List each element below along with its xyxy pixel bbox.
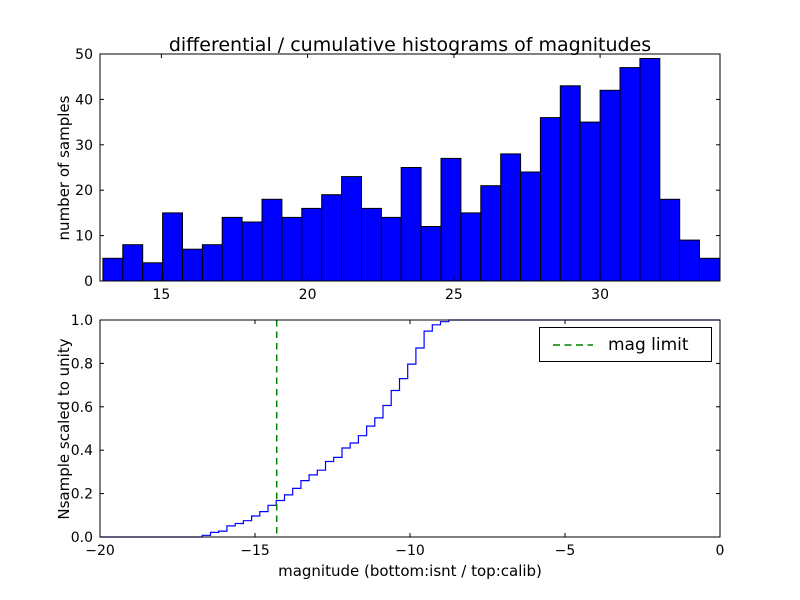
histogram-bar <box>380 216 402 282</box>
histogram-bar <box>241 221 263 282</box>
bottom-ylabel: Nsample scaled to unity <box>55 338 73 520</box>
x-tick-label: 25 <box>445 287 463 303</box>
y-tick-label: 40 <box>75 92 93 108</box>
histogram-bar <box>361 207 382 282</box>
x-tick-label: 15 <box>152 287 170 303</box>
histogram-bar <box>559 85 581 282</box>
y-tick-label: 50 <box>75 47 93 63</box>
histogram-bar <box>201 244 223 282</box>
histogram-bar <box>261 198 283 282</box>
y-tick-label: 0 <box>84 274 93 290</box>
histogram-bar <box>182 248 203 282</box>
y-tick-label: 0.0 <box>71 530 93 546</box>
y-tick-label: 20 <box>75 183 93 199</box>
histogram-bar <box>341 176 363 282</box>
histogram-bar <box>539 117 561 282</box>
histogram-bar <box>500 153 522 282</box>
x-tick-label: 30 <box>591 287 609 303</box>
x-tick-label: −5 <box>555 543 576 559</box>
histogram-bar <box>699 257 720 282</box>
y-tick-label: 10 <box>75 229 93 245</box>
x-tick-label: −10 <box>395 543 425 559</box>
x-tick-label: 20 <box>299 287 317 303</box>
histogram-bar <box>659 198 681 282</box>
y-tick-label: 0.8 <box>71 356 93 372</box>
bottom-xlabel: magnitude (bottom:isnt / top:calib) <box>278 562 542 580</box>
histogram-bar <box>301 207 323 282</box>
histogram-bar <box>420 226 442 282</box>
y-tick-label: 0.4 <box>71 443 93 459</box>
axes-frame <box>99 53 721 282</box>
histogram-bar <box>142 262 164 282</box>
histogram-bar <box>221 216 243 282</box>
x-tick-label: −15 <box>240 543 270 559</box>
y-tick-label: 0.2 <box>71 487 93 503</box>
x-tick-label: 0 <box>716 543 725 559</box>
y-tick-label: 30 <box>75 138 93 154</box>
histogram-bar <box>102 257 124 282</box>
cumulative-step-line <box>100 319 720 538</box>
histogram-bar <box>281 216 303 282</box>
mag-limit-line-swatch <box>553 343 593 346</box>
histogram-bar <box>162 212 184 282</box>
histogram-bar <box>579 121 601 282</box>
y-tick-label: 0.6 <box>71 400 93 416</box>
histogram-bar <box>321 194 343 282</box>
histogram-bar <box>679 239 700 282</box>
x-tick-label: −20 <box>85 543 115 559</box>
histogram-bar <box>460 212 482 282</box>
legend-label: mag limit <box>608 334 689 355</box>
histogram-bar <box>619 67 641 282</box>
legend: mag limit <box>539 327 712 362</box>
histogram-bar <box>480 185 502 282</box>
histogram-bar <box>122 244 144 282</box>
histogram-bar <box>599 89 621 282</box>
histogram-bar <box>639 58 661 282</box>
chart-title: differential / cumulative histograms of … <box>168 34 652 56</box>
histogram-bar <box>440 157 462 282</box>
top-ylabel: number of samples <box>55 95 73 241</box>
histogram-bar <box>400 167 422 282</box>
y-tick-label: 1.0 <box>71 313 93 329</box>
histogram-bar <box>520 171 541 282</box>
